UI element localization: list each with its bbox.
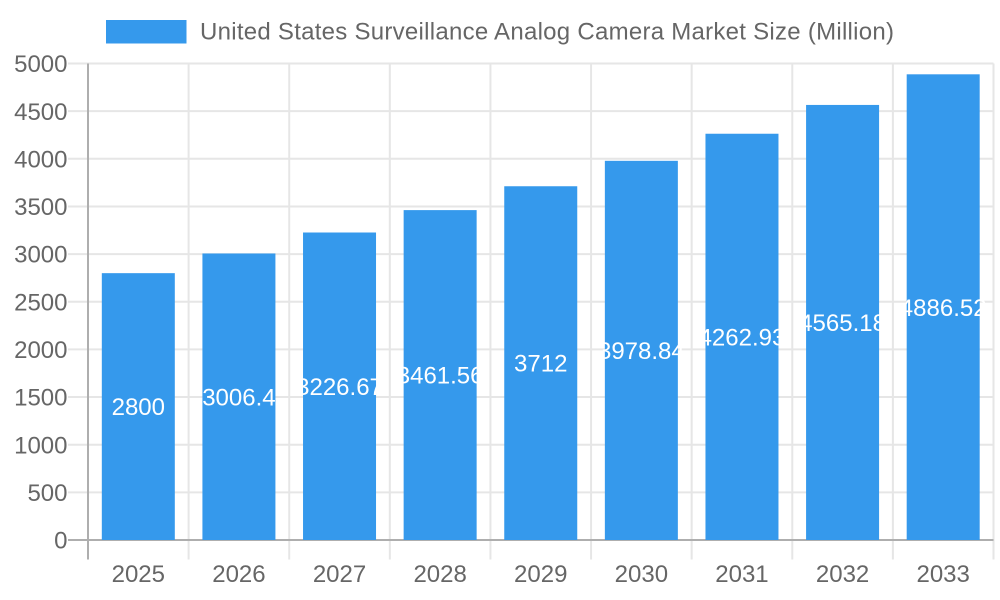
svg-text:3978.84: 3978.84 xyxy=(598,338,685,365)
svg-text:United States Surveillance Ana: United States Surveillance Analog Camera… xyxy=(200,18,894,45)
svg-text:4565.18: 4565.18 xyxy=(799,310,886,337)
svg-text:500: 500 xyxy=(27,480,67,507)
svg-text:1500: 1500 xyxy=(14,385,67,412)
svg-text:4500: 4500 xyxy=(14,99,67,126)
svg-text:2031: 2031 xyxy=(715,561,768,588)
svg-text:2028: 2028 xyxy=(413,561,466,588)
svg-text:2500: 2500 xyxy=(14,289,67,316)
svg-text:2033: 2033 xyxy=(916,561,969,588)
svg-text:0: 0 xyxy=(54,528,67,555)
svg-text:1000: 1000 xyxy=(14,432,67,459)
svg-text:3461.56: 3461.56 xyxy=(397,363,484,390)
svg-text:2032: 2032 xyxy=(816,561,869,588)
svg-text:2026: 2026 xyxy=(212,561,265,588)
svg-text:3000: 3000 xyxy=(14,242,67,269)
svg-text:2027: 2027 xyxy=(313,561,366,588)
svg-text:4262.93: 4262.93 xyxy=(699,324,786,351)
svg-text:3226.67: 3226.67 xyxy=(296,374,383,401)
svg-text:2029: 2029 xyxy=(514,561,567,588)
svg-text:3006.4: 3006.4 xyxy=(202,384,275,411)
svg-text:4886.52: 4886.52 xyxy=(900,295,987,322)
svg-text:3712: 3712 xyxy=(514,351,567,378)
svg-text:2030: 2030 xyxy=(615,561,668,588)
svg-text:2025: 2025 xyxy=(112,561,165,588)
svg-text:4000: 4000 xyxy=(14,146,67,173)
svg-text:3500: 3500 xyxy=(14,194,67,221)
svg-text:2800: 2800 xyxy=(112,394,165,421)
svg-text:2000: 2000 xyxy=(14,337,67,364)
svg-text:5000: 5000 xyxy=(14,51,67,78)
